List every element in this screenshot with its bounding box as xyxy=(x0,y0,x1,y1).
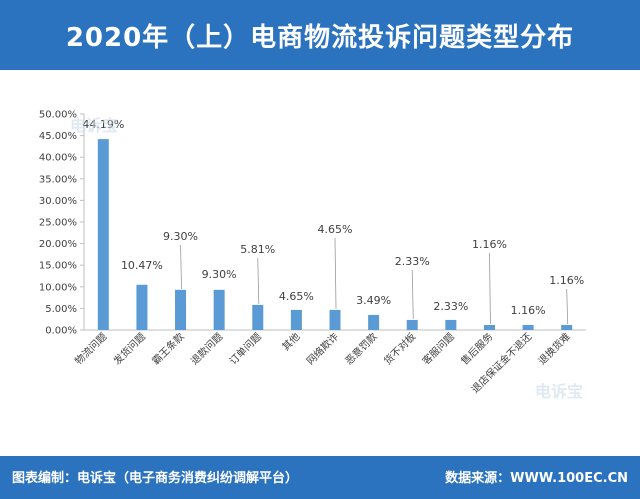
y-tick-label: 5.00% xyxy=(45,304,77,315)
footer-credit: 图表编制：电诉宝（电子商务消费纠纷调解平台） xyxy=(12,471,299,486)
bar xyxy=(252,304,264,330)
bar xyxy=(368,314,380,330)
x-tick-label: 物流问题 xyxy=(72,330,109,367)
y-tick-label: 30.00% xyxy=(39,196,77,207)
data-label: 1.16% xyxy=(472,238,507,251)
y-tick-label: 35.00% xyxy=(39,174,77,185)
chart-title: 2020年（上）电商物流投诉问题类型分布 xyxy=(65,22,575,53)
bar-chart: 0.00% 5.00% 10.00% 15.00% 20.00% 25.00% 30.00%… xyxy=(39,110,586,396)
data-label: 4.65% xyxy=(279,290,314,303)
watermark-top: 电诉宝 xyxy=(70,116,119,135)
leader-line xyxy=(334,237,337,309)
x-tick-label: 发货问题 xyxy=(111,330,148,367)
leader-line xyxy=(257,257,260,304)
x-tick-label: 网络欺诈 xyxy=(304,330,341,367)
title-bar: 2020年（上）电商物流投诉问题类型分布 xyxy=(0,0,640,70)
y-tick-label: 40.00% xyxy=(39,153,77,164)
bar xyxy=(329,309,341,330)
bar xyxy=(136,284,148,330)
data-label: 10.47% xyxy=(121,259,163,272)
y-tick-label: 15.00% xyxy=(39,261,77,272)
footer-bar: 图表编制：电诉宝（电子商务消费纠纷调解平台） 数据来源：WWW.100EC.CN xyxy=(0,456,640,499)
leader-line xyxy=(411,269,414,319)
bar xyxy=(290,309,302,330)
data-label: 3.49% xyxy=(356,294,391,307)
data-label: 9.30% xyxy=(202,268,237,281)
x-tick-label: 其他 xyxy=(279,330,302,353)
data-label: 9.30% xyxy=(163,230,198,243)
bar xyxy=(97,139,109,330)
data-label: 4.65% xyxy=(318,223,353,236)
x-tick-label: 霸王条款 xyxy=(149,330,186,367)
x-tick-label: 退换货难 xyxy=(535,330,572,367)
bar xyxy=(483,324,495,330)
bar xyxy=(522,324,534,330)
y-tick-label: 10.00% xyxy=(39,282,77,293)
bar xyxy=(406,319,418,330)
y-tick-label: 20.00% xyxy=(39,239,77,250)
y-tick-label: 25.00% xyxy=(39,218,77,229)
x-tick-label: 售后服务 xyxy=(458,330,495,367)
x-tick-label: 订单问题 xyxy=(226,330,263,367)
y-tick-label: 0.00% xyxy=(45,326,77,337)
x-tick-label: 恶意罚款 xyxy=(342,330,379,367)
data-label: 1.16% xyxy=(511,304,546,317)
y-tick-label: 45.00% xyxy=(39,131,77,142)
data-label: 1.16% xyxy=(549,274,584,287)
leader-line xyxy=(489,252,491,324)
x-tick-label: 货不对板 xyxy=(381,330,418,367)
leader-line xyxy=(566,288,569,325)
watermark-bottom: 电诉宝 xyxy=(535,382,584,401)
bar xyxy=(213,289,225,330)
data-label: 2.33% xyxy=(433,300,468,313)
y-tick-label: 50.00% xyxy=(39,110,77,121)
data-label: 2.33% xyxy=(395,255,430,268)
data-label: 5.81% xyxy=(240,243,275,256)
bar xyxy=(175,289,187,330)
data-label: 44.19% xyxy=(82,118,124,131)
x-tick-label: 退款问题 xyxy=(188,330,225,367)
bar xyxy=(561,324,573,330)
x-tick-label: 客服问题 xyxy=(419,330,456,367)
leader-line xyxy=(180,244,182,289)
bar xyxy=(445,319,457,330)
footer-source: 数据来源：WWW.100EC.CN xyxy=(445,471,628,486)
